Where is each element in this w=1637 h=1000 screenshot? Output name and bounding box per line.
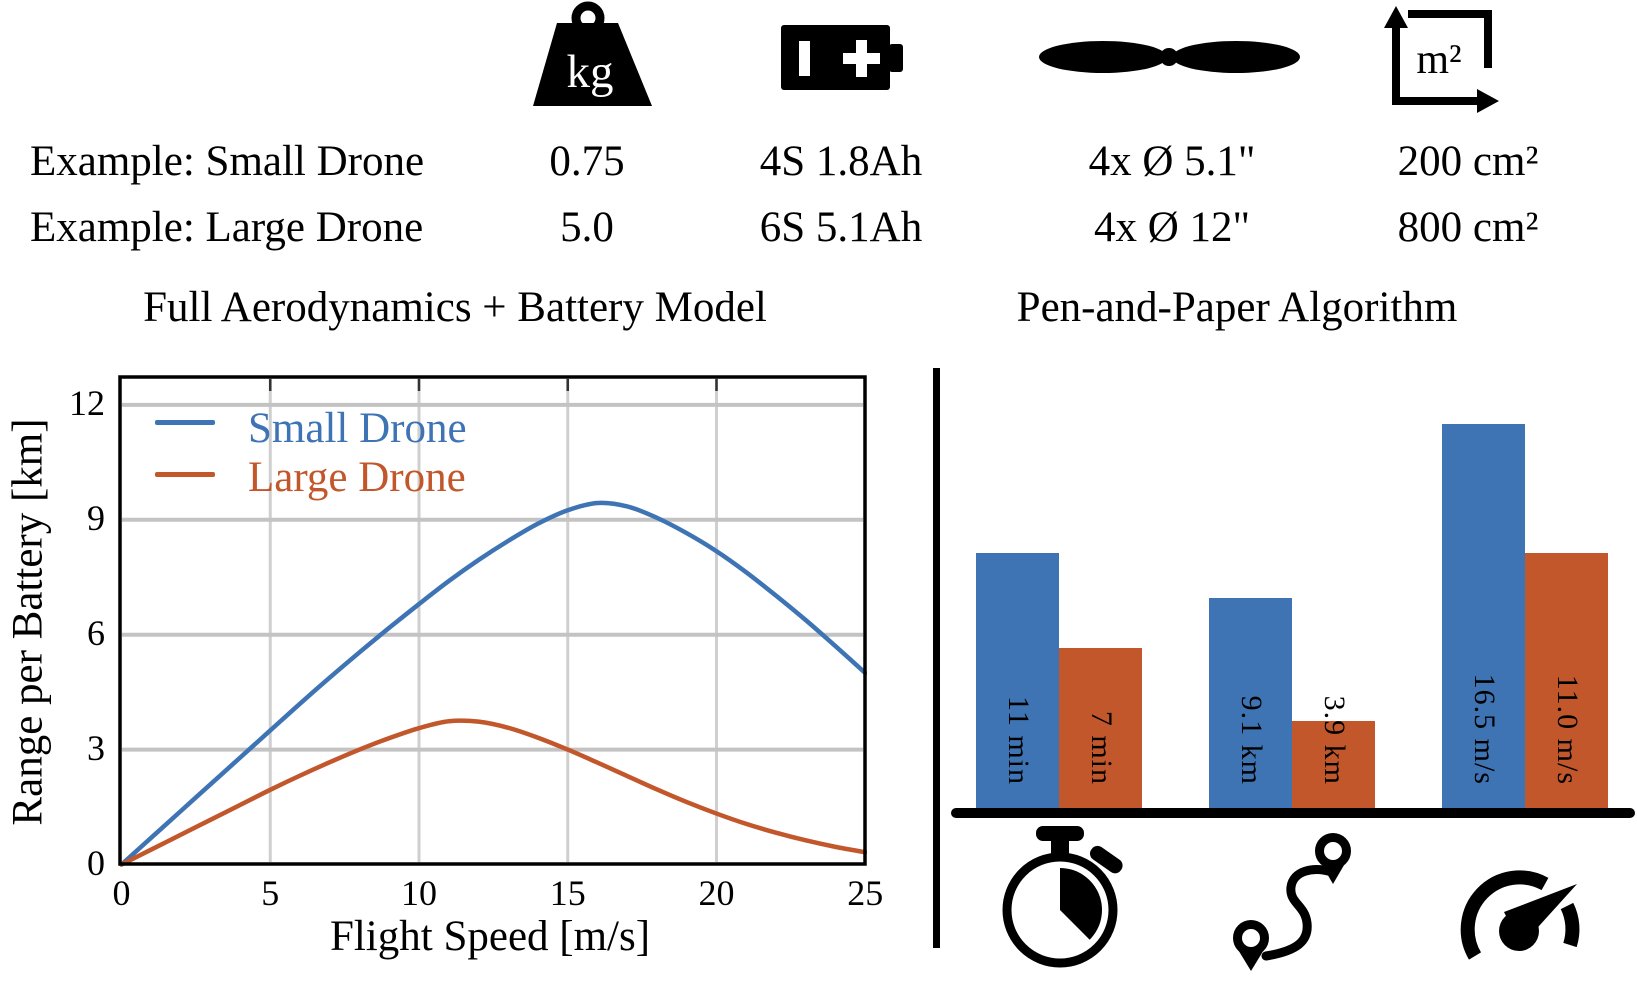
bar-small-drone-flight-time: [976, 553, 1059, 813]
y-tick-label: 12: [69, 382, 105, 423]
legend-line-large-drone: [155, 472, 215, 477]
bar-large-drone-flight-speed: [1525, 553, 1608, 813]
legend-label-large-drone: Large Drone: [248, 454, 466, 501]
bar-large-drone-flight-time: [1059, 647, 1142, 813]
bar-label: 7 min: [1084, 710, 1118, 785]
area-icon-label: m²: [1416, 37, 1462, 83]
y-tick-label: 3: [87, 727, 105, 768]
example-row-small-label: Example: Small Drone: [30, 138, 425, 185]
right-chart-title: Pen-and-Paper Algorithm: [1016, 284, 1458, 331]
bar-label: 16.5 m/s: [1467, 673, 1501, 785]
bar-small-drone-flight-speed: [1442, 423, 1525, 813]
small-drone-battery-value: 4S 1.8Ah: [759, 138, 923, 185]
small-drone-area-value: 200 cm²: [1397, 138, 1539, 185]
bar-small-drone-flight-distance: [1209, 598, 1292, 813]
small-drone-mass-value: 0.75: [549, 138, 625, 185]
kg-icon-label: kg: [566, 46, 614, 98]
large-drone-battery-value: 6S 5.1Ah: [759, 204, 923, 251]
x-tick-label: 10: [401, 873, 437, 913]
x-tick-label: 0: [112, 873, 131, 913]
bar-chart-baseline: [951, 808, 1635, 818]
x-tick-label: 25: [847, 873, 884, 913]
x-tick-label: 15: [549, 873, 586, 913]
y-tick-label: 0: [87, 842, 105, 883]
x-tick-label: 20: [698, 873, 735, 913]
large-drone-area-value: 800 cm²: [1397, 204, 1539, 251]
legend-label-small-drone: Small Drone: [248, 405, 467, 452]
bar-large-drone-flight-distance: [1292, 720, 1375, 813]
y-tick-label: 6: [87, 612, 105, 653]
bar-label: 3.9 km: [1317, 695, 1351, 785]
large-drone-mass-value: 5.0: [560, 204, 614, 251]
large-drone-propeller-value: 4x Ø 12": [1093, 204, 1251, 251]
small-drone-propeller-value: 4x Ø 5.1": [1088, 138, 1256, 185]
bar-label: 11.0 m/s: [1550, 674, 1584, 785]
bar-label: 9.1 km: [1234, 695, 1268, 785]
x-axis-label: Flight Speed [m/s]: [329, 913, 651, 960]
example-row-large-label: Example: Large Drone: [30, 204, 424, 251]
panel-divider-line: [933, 368, 940, 948]
legend-line-small-drone: [155, 420, 215, 425]
bar-label: 11 min: [1001, 695, 1035, 785]
y-tick-label: 9: [87, 497, 105, 538]
left-chart-title: Full Aerodynamics + Battery Model: [143, 284, 767, 331]
x-tick-label: 5: [261, 873, 280, 913]
